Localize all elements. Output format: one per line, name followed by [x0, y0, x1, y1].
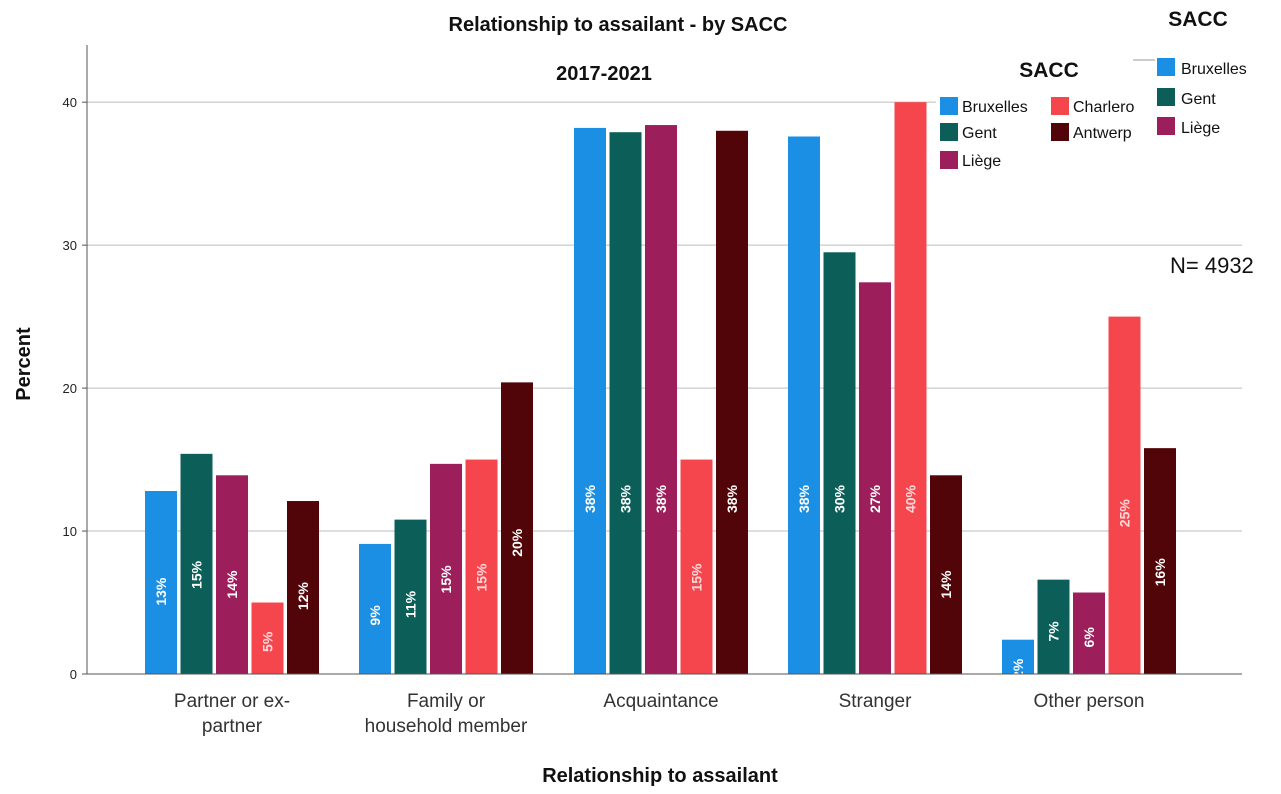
outer-legend-label-liege: Liège	[1181, 120, 1220, 137]
bar-label: 7%	[1046, 621, 1062, 642]
x-tick-label: Family or household member	[365, 691, 528, 737]
x-tick-label-line: household member	[365, 716, 528, 737]
y-tick-label: 0	[70, 667, 77, 682]
x-tick-label-line: Partner or ex-	[174, 691, 290, 712]
bar-label: 13%	[153, 577, 169, 606]
legend-label-antwerp: Antwerp	[1073, 125, 1132, 142]
bar	[716, 130, 748, 675]
chart-subtitle: 2017-2021	[556, 63, 652, 85]
legend-swatch-liege	[940, 151, 958, 169]
bar	[216, 475, 248, 674]
bar-labels: 13% 15% 14% 5% 12% 9% 11% 15% 15% 20% 38% 38% 38% 15%…	[153, 484, 1168, 679]
bar	[894, 102, 927, 674]
bar-label: 5%	[260, 631, 276, 652]
x-tick-label-line: Stranger	[839, 691, 913, 712]
legend-clip-mask	[1138, 88, 1148, 178]
x-tick-label: Acquaintance	[603, 691, 718, 712]
bar-label: 16%	[1152, 558, 1168, 587]
bar-label: 38%	[653, 484, 669, 513]
bar-label: 14%	[224, 570, 240, 599]
outer-legend-swatch-liege	[1157, 117, 1175, 135]
legend-swatch-bruxelles	[940, 97, 958, 115]
bar-label: 38%	[582, 484, 598, 513]
bar-label: 25%	[1117, 499, 1133, 528]
bar	[609, 132, 642, 674]
y-axis-ticks: 0 10 20 30 40	[63, 95, 87, 682]
bar	[1037, 579, 1070, 674]
bar	[1002, 639, 1034, 674]
bar-label: 38%	[796, 484, 812, 513]
bar	[359, 543, 391, 674]
bar	[180, 453, 213, 674]
bar	[145, 491, 177, 674]
legend-swatch-charlero	[1051, 97, 1069, 115]
bar	[680, 459, 713, 674]
x-tick-label: Other person	[1034, 691, 1145, 712]
y-tick-label: 10	[63, 524, 77, 539]
x-axis-title: Relationship to assailant	[542, 765, 778, 787]
bar	[930, 475, 962, 674]
x-axis-ticks: Partner or ex-partner Family or household …	[174, 691, 1145, 737]
bar-label: 2%	[1010, 658, 1026, 679]
bar	[823, 252, 856, 674]
bar-label: 40%	[903, 484, 919, 513]
legend-swatch-antwerp	[1051, 123, 1069, 141]
x-tick-label-line: Acquaintance	[603, 691, 718, 712]
bar-label: 14%	[938, 570, 954, 599]
legend-title: SACC	[1019, 59, 1079, 82]
legend: SACC Bruxelles Gent Liège Charlero Antwe…	[936, 59, 1148, 178]
bar-label: 15%	[689, 563, 705, 592]
sample-size-annotation: N= 4932	[1170, 253, 1254, 278]
bar-label: 15%	[189, 560, 205, 589]
bar	[465, 459, 498, 674]
bar	[788, 136, 820, 674]
y-axis-title: Percent	[13, 327, 35, 401]
chart-title: Relationship to assailant - by SACC	[449, 14, 788, 36]
bars	[145, 102, 1176, 675]
y-tick-label: 30	[63, 238, 77, 253]
bar-label: 15%	[474, 563, 490, 592]
bar-label: 27%	[867, 484, 883, 513]
x-tick-label-line: partner	[202, 716, 263, 737]
bar	[1108, 316, 1141, 674]
outer-legend-swatch-bruxelles	[1157, 58, 1175, 76]
x-tick-label-line: Family or	[407, 691, 486, 712]
outer-legend-label-gent: Gent	[1181, 91, 1216, 108]
legend-label-liege: Liège	[962, 153, 1001, 170]
bar-label: 11%	[403, 590, 419, 618]
bar-label: 30%	[832, 484, 848, 513]
bar-label: 12%	[295, 582, 311, 611]
legend-label-bruxelles: Bruxelles	[962, 99, 1028, 116]
bar	[501, 382, 533, 674]
legend-label-gent: Gent	[962, 125, 997, 142]
outer-legend-swatch-gent	[1157, 88, 1175, 106]
legend-label-charlero: Charlero	[1073, 99, 1134, 116]
bar	[394, 519, 427, 674]
bar	[859, 282, 891, 674]
bar	[574, 127, 606, 674]
bar-label: 15%	[438, 565, 454, 594]
bar	[251, 602, 284, 674]
bar	[1144, 448, 1176, 674]
legend-background	[936, 88, 1138, 178]
outer-legend: SACC Bruxelles Gent Liège	[1133, 8, 1281, 150]
outer-legend-label-bruxelles: Bruxelles	[1181, 61, 1247, 78]
x-tick-label: Partner or ex-partner	[174, 691, 290, 737]
outer-legend-title: SACC	[1168, 8, 1228, 31]
bar	[287, 501, 319, 674]
legend-swatch-gent	[940, 123, 958, 141]
bar	[430, 463, 462, 674]
bar-label: 6%	[1081, 627, 1097, 648]
bar-label: 38%	[618, 484, 634, 513]
y-tick-label: 40	[63, 95, 77, 110]
bar	[1073, 592, 1105, 674]
bar	[645, 125, 677, 674]
bar-label: 38%	[724, 484, 740, 513]
x-tick-label-line: Other person	[1034, 691, 1145, 712]
bar-label: 20%	[509, 528, 525, 557]
bar-label: 9%	[367, 605, 383, 626]
y-tick-label: 20	[63, 381, 77, 396]
x-tick-label: Stranger	[839, 691, 913, 712]
